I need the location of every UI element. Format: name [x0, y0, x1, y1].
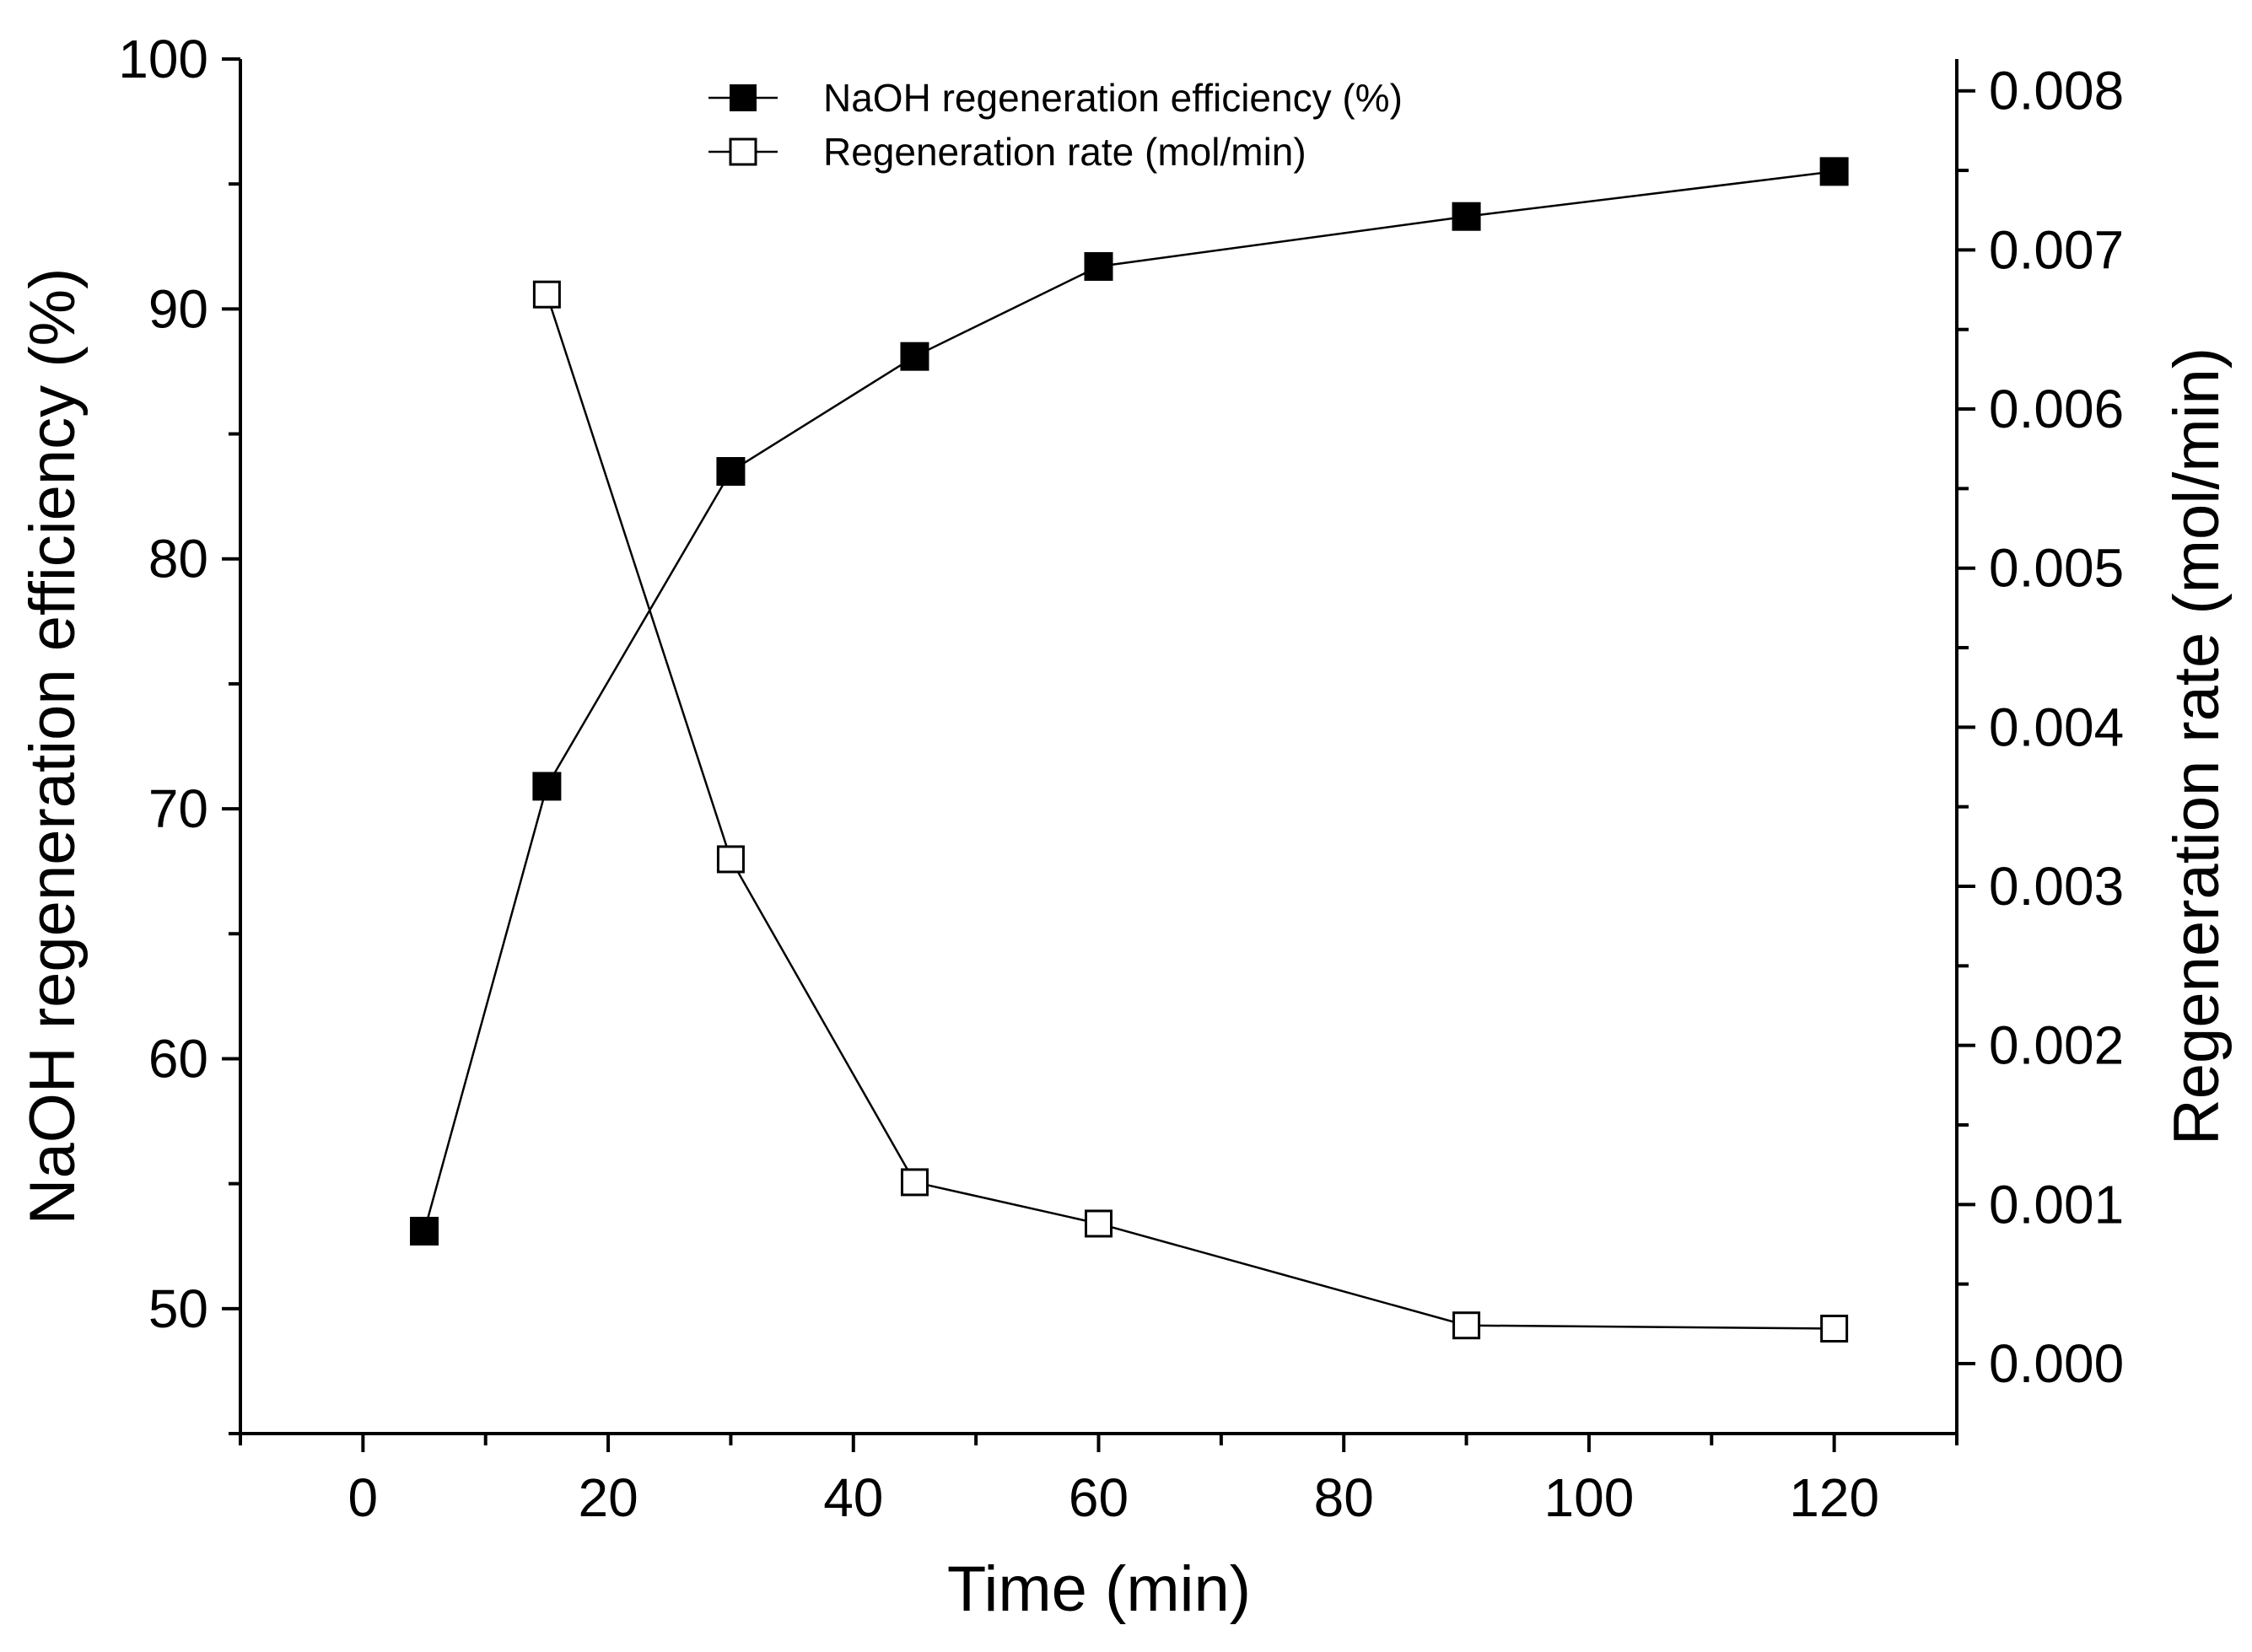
series-efficiency-line — [423, 170, 1834, 1232]
y2-tick-label: 0.008 — [1989, 61, 2124, 121]
efficiency-point — [532, 772, 562, 801]
y2-tick-label: 0.004 — [1989, 697, 2124, 757]
series-rate-line — [546, 293, 1834, 1330]
x-tick-label: 60 — [1069, 1467, 1129, 1528]
x-tick-label: 100 — [1544, 1467, 1635, 1528]
efficiency-point — [1819, 157, 1849, 186]
left-axis-ticks: 50 60 70 80 90 100 — [118, 29, 240, 1435]
y2-tick-label: 0.006 — [1989, 379, 2124, 439]
legend: NaOH regeneration efficiency (%) Regener… — [708, 76, 1403, 174]
rate-point — [1820, 1314, 1849, 1343]
rate-point — [900, 1168, 929, 1197]
left-axis-title: NaOH regeneration efficiency (%) — [17, 268, 89, 1225]
x-tick-label: 20 — [578, 1467, 638, 1528]
rate-point — [716, 845, 745, 874]
series-layer — [410, 157, 1849, 1343]
y2-tick-label: 0.003 — [1989, 856, 2124, 917]
y-tick-label: 70 — [148, 778, 208, 839]
efficiency-point — [716, 457, 746, 486]
legend-marker-rate — [729, 137, 757, 166]
right-axis-ticks: 0.000 0.001 0.002 0.003 0.004 0.005 0.006 0.007… — [1957, 61, 2124, 1394]
x-tick-label: 80 — [1314, 1467, 1374, 1528]
x-tick-label: 40 — [823, 1467, 883, 1528]
y2-tick-label: 0.007 — [1989, 219, 2124, 280]
efficiency-point — [410, 1216, 439, 1246]
y2-tick-label: 0.000 — [1989, 1333, 2124, 1394]
efficiency-point — [1084, 251, 1113, 281]
y2-tick-label: 0.002 — [1989, 1015, 2124, 1076]
y-tick-label: 100 — [118, 29, 208, 89]
y-tick-label: 90 — [148, 278, 208, 339]
right-axis-title: Regeneration rate (mol/min) — [2161, 347, 2233, 1145]
efficiency-point — [1452, 202, 1481, 231]
y-tick-label: 60 — [148, 1028, 208, 1089]
legend-marker-efficiency — [730, 84, 757, 111]
rate-point — [1452, 1311, 1481, 1340]
rate-point — [1085, 1209, 1113, 1238]
x-tick-label: 120 — [1789, 1467, 1879, 1528]
rate-point — [532, 280, 561, 309]
legend-label-efficiency: NaOH regeneration efficiency (%) — [823, 76, 1403, 120]
x-axis-ticks: 0 20 40 60 80 100 120 — [239, 1434, 1958, 1528]
efficiency-point — [900, 342, 929, 371]
y-tick-label: 80 — [148, 529, 208, 589]
legend-label-rate: Regeneration rate (mol/min) — [823, 130, 1306, 174]
y2-tick-label: 0.001 — [1989, 1174, 2124, 1235]
y2-tick-label: 0.005 — [1989, 538, 2124, 599]
y-tick-label: 50 — [148, 1278, 208, 1339]
x-axis-title: Time (min) — [947, 1553, 1251, 1625]
x-tick-label: 0 — [348, 1467, 379, 1528]
